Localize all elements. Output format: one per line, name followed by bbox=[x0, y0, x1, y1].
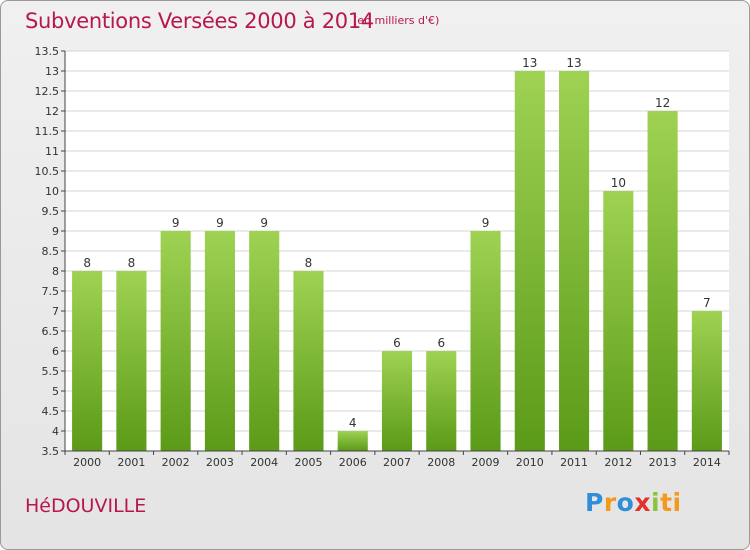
x-tick-label: 2003 bbox=[206, 456, 234, 469]
y-tick-label: 4 bbox=[52, 425, 59, 438]
y-tick-label: 12 bbox=[45, 105, 59, 118]
y-tick-label: 13.5 bbox=[35, 45, 60, 58]
x-tick-label: 2002 bbox=[162, 456, 190, 469]
bar-value-label: 4 bbox=[349, 416, 357, 430]
bars: 8 8 9 9 9 8 4 6 6 9 13 13 10 12 7 bbox=[72, 56, 722, 451]
town-name: HéDOUVILLE bbox=[25, 495, 147, 517]
y-tick-label: 3.5 bbox=[42, 445, 60, 458]
y-tick-label: 7.5 bbox=[42, 285, 60, 298]
y-tick-label: 10 bbox=[45, 185, 59, 198]
y-tick-label: 11 bbox=[45, 145, 59, 158]
bar bbox=[116, 271, 147, 451]
bar-value-label: 9 bbox=[172, 216, 180, 230]
bar bbox=[603, 191, 634, 451]
x-tick-label: 2004 bbox=[250, 456, 278, 469]
x-tick-label: 2007 bbox=[383, 456, 411, 469]
axes: 3.5 4 4.5 5 5.5 6 6.5 7 7.5 8 8.5 9 9.5 10 10.5 11 11.5 1… bbox=[35, 45, 730, 469]
x-tick-label: 2006 bbox=[339, 456, 367, 469]
y-tick-label: 13 bbox=[45, 65, 59, 78]
bar-value-label: 9 bbox=[260, 216, 268, 230]
bar bbox=[72, 271, 103, 451]
bar-value-label: 12 bbox=[655, 96, 670, 110]
y-tick-label: 5.5 bbox=[42, 365, 60, 378]
y-tick-label: 9.5 bbox=[42, 205, 60, 218]
bar bbox=[160, 231, 191, 451]
x-tick-label: 2005 bbox=[294, 456, 322, 469]
x-tick-label: 2012 bbox=[604, 456, 632, 469]
x-tick-label: 2008 bbox=[427, 456, 455, 469]
y-tick-label: 12.5 bbox=[35, 85, 60, 98]
bar bbox=[426, 351, 457, 451]
bar bbox=[293, 271, 324, 451]
logo-letter: ti bbox=[660, 488, 682, 517]
bar-value-label: 6 bbox=[437, 336, 445, 350]
bar-value-label: 8 bbox=[128, 256, 136, 270]
chart-title: Subventions Versées 2000 à 2014 bbox=[25, 9, 374, 33]
x-tick-label: 2000 bbox=[73, 456, 101, 469]
y-tick-label: 11.5 bbox=[35, 125, 60, 138]
bar bbox=[249, 231, 280, 451]
bar-value-label: 9 bbox=[482, 216, 490, 230]
logo-letter: r bbox=[603, 488, 617, 517]
bar bbox=[691, 311, 722, 451]
bar-value-label: 8 bbox=[305, 256, 313, 270]
x-tick-label: 2013 bbox=[649, 456, 677, 469]
bar-value-label: 13 bbox=[522, 56, 537, 70]
bar-value-label: 13 bbox=[566, 56, 581, 70]
bar bbox=[647, 111, 678, 451]
bar-value-label: 8 bbox=[83, 256, 91, 270]
y-tick-label: 7 bbox=[52, 305, 59, 318]
x-tick-label: 2009 bbox=[472, 456, 500, 469]
bar bbox=[204, 231, 235, 451]
y-tick-label: 5 bbox=[52, 385, 59, 398]
bar-value-label: 10 bbox=[611, 176, 626, 190]
x-tick-label: 2010 bbox=[516, 456, 544, 469]
y-tick-label: 9 bbox=[52, 225, 59, 238]
x-tick-label: 2001 bbox=[117, 456, 145, 469]
bar-value-label: 9 bbox=[216, 216, 224, 230]
x-tick-label: 2011 bbox=[560, 456, 588, 469]
x-tick-label: 2014 bbox=[693, 456, 721, 469]
bar bbox=[559, 71, 590, 451]
bar-value-label: 6 bbox=[393, 336, 401, 350]
y-tick-label: 4.5 bbox=[42, 405, 60, 418]
logo-letter: i bbox=[651, 488, 661, 517]
logo-letter: o bbox=[616, 488, 635, 517]
bar bbox=[514, 71, 545, 451]
chart-subtitle: (en milliers d'€) bbox=[353, 14, 440, 27]
bar-value-label: 7 bbox=[703, 296, 711, 310]
bar bbox=[470, 231, 501, 451]
bar bbox=[337, 431, 368, 451]
bar bbox=[381, 351, 413, 451]
proxiti-logo: Proxiti bbox=[585, 488, 682, 517]
y-tick-label: 10.5 bbox=[35, 165, 60, 178]
logo-letter: P bbox=[585, 488, 604, 517]
y-tick-label: 8 bbox=[52, 265, 59, 278]
y-tick-label: 6 bbox=[52, 345, 59, 358]
logo-letter: x bbox=[634, 488, 651, 517]
y-tick-label: 6.5 bbox=[42, 325, 60, 338]
y-tick-label: 8.5 bbox=[42, 245, 60, 258]
